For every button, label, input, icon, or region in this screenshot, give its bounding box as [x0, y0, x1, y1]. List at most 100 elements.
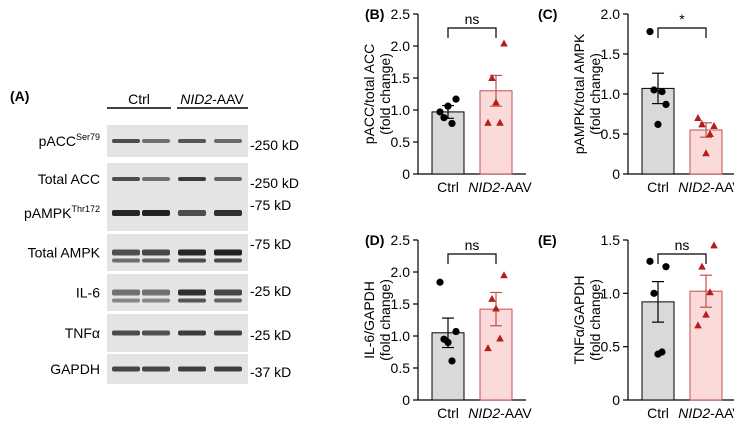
y-axis-label-line2: (fold change): [377, 53, 393, 135]
y-tick-label: 0.5: [391, 360, 411, 376]
category-text: Ctrl: [437, 405, 459, 421]
data-point-nid2: [484, 118, 492, 126]
data-point-ctrl: [444, 102, 452, 110]
y-axis-label-line1: pACC/total ACC: [361, 44, 377, 144]
bar-chart: (C) 0 0.5 1.0 1.5 2.0 pAMPK/total AMPK(fold ch…: [538, 6, 734, 195]
blot-label: GAPDH: [50, 361, 100, 377]
protein-band-secondary: [214, 258, 242, 263]
protein-band: [178, 177, 206, 181]
protein-band: [214, 289, 242, 296]
protein-band: [142, 289, 170, 296]
blot-label-main: GAPDH: [50, 361, 100, 377]
bar-chart: (E) 0 0.5 1.0 1.5 TNFα/GAPDH(fold change) ns Ct…: [538, 232, 734, 421]
bar-chart: (D) 0 0.5 1.0 1.5 2.0 2.5 IL-6/GAPDH(fold chang…: [361, 232, 532, 421]
y-tick-label: 2.0: [391, 264, 411, 280]
protein-band: [178, 366, 206, 372]
protein-band: [214, 366, 242, 372]
panel-label: (E): [538, 232, 557, 248]
y-tick-label: 1.0: [601, 285, 621, 301]
protein-band: [214, 177, 242, 181]
significance-bracket: [447, 27, 497, 38]
data-point-nid2: [488, 74, 496, 81]
group-label-nid2: NID2-AAV: [180, 91, 244, 107]
data-point-ctrl: [440, 114, 448, 122]
significance-label: *: [679, 11, 685, 27]
y-axis-label-line2: (fold change): [587, 53, 603, 135]
protein-band: [112, 249, 140, 256]
data-point-ctrl: [444, 338, 452, 346]
y-tick-label: 0.5: [601, 126, 621, 142]
y-tick-label: 1.0: [601, 86, 621, 102]
significance-label: ns: [675, 237, 690, 253]
data-point-nid2: [500, 271, 508, 279]
data-point-nid2: [484, 344, 492, 352]
x-tick-label-ctrl: Ctrl: [437, 179, 459, 195]
protein-band-secondary: [142, 258, 170, 263]
group-label-ctrl: Ctrl: [128, 91, 150, 107]
protein-band: [112, 139, 140, 143]
blot-strips: pACCSer79 -250 kD Total ACC -250 kD pAMPKThr…: [24, 125, 299, 384]
y-axis-label: IL-6/GAPDH(fold change): [361, 279, 393, 361]
x-tick-label-ctrl: Ctrl: [647, 405, 669, 421]
y-axis-label-line1: pAMPK/total AMPK: [571, 33, 587, 154]
data-point-ctrl: [452, 327, 460, 336]
y-tick-label: 2.0: [391, 38, 411, 54]
y-tick-label: 0: [402, 166, 410, 182]
protein-band: [142, 366, 170, 372]
blot-label: pAMPKThr172: [24, 204, 100, 221]
y-tick-label: 1.5: [391, 296, 411, 312]
blot-label: Total AMPK: [28, 245, 101, 261]
category-text: NID2: [678, 179, 710, 195]
data-point-ctrl: [650, 86, 658, 94]
y-tick-label: 2.0: [601, 6, 621, 22]
y-tick-label: 0: [612, 392, 620, 408]
data-point-nid2: [496, 118, 504, 126]
protein-band: [214, 210, 242, 216]
category-suffix: -AAV: [710, 405, 734, 421]
protein-band: [214, 139, 242, 143]
category-text: Ctrl: [128, 91, 150, 107]
category-suffix: -AAV: [500, 405, 532, 421]
blot-label: Total ACC: [38, 171, 100, 187]
protein-band: [142, 139, 170, 143]
data-point-ctrl: [662, 263, 670, 271]
protein-band: [142, 330, 170, 336]
panel-label: (D): [365, 232, 384, 248]
molecular-weight-marker: -250 kD: [250, 175, 299, 191]
y-tick-label: 2.5: [391, 6, 411, 22]
molecular-weight-marker: -250 kD: [250, 137, 299, 153]
x-tick-label-ctrl: Ctrl: [437, 405, 459, 421]
x-tick-label-nid2: NID2-AAV: [468, 179, 532, 195]
category-text: NID2: [180, 91, 212, 107]
protein-band-secondary: [112, 258, 140, 263]
blot-label-main: IL-6: [76, 285, 100, 301]
molecular-weight-marker: -75 kD: [250, 197, 291, 213]
protein-band: [178, 249, 206, 256]
protein-band: [214, 330, 242, 336]
y-axis-label-line2: (fold change): [587, 279, 603, 361]
molecular-weight-marker: -25 kD: [250, 283, 291, 299]
x-tick-label-nid2: NID2-AAV: [468, 405, 532, 421]
y-tick-label: 1.5: [601, 46, 621, 62]
data-point-nid2: [710, 122, 718, 129]
data-point-nid2: [488, 294, 496, 302]
data-point-nid2: [702, 149, 710, 157]
significance-label: ns: [465, 11, 480, 27]
y-tick-label: 1.0: [391, 102, 411, 118]
y-tick-label: 1.5: [391, 70, 411, 86]
y-axis-label: TNFα/GAPDH(fold change): [571, 276, 603, 365]
protein-band: [142, 210, 170, 216]
molecular-weight-marker: -37 kD: [250, 364, 291, 380]
protein-band: [178, 330, 206, 336]
protein-band: [178, 210, 206, 216]
y-tick-label: 2.5: [391, 232, 411, 248]
panel-label: (B): [365, 6, 384, 22]
blot-group-labels: Ctrl NID2-AAV: [107, 91, 248, 109]
blot-label: TNFα: [65, 325, 100, 341]
data-point-nid2: [702, 310, 710, 318]
category-text: NID2: [468, 405, 500, 421]
protein-band-secondary: [112, 298, 140, 303]
category-text: NID2: [678, 405, 710, 421]
data-point-nid2: [492, 98, 500, 106]
blot-label-superscript: Thr172: [71, 204, 100, 214]
